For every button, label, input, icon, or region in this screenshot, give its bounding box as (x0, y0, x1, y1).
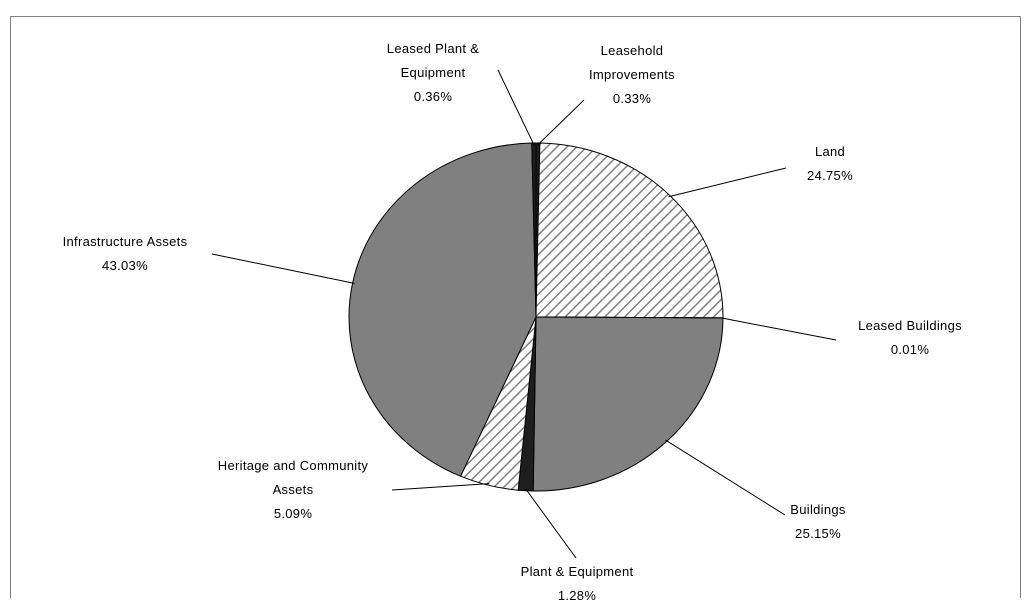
slice-name: Heritage and Community Assets (217, 458, 369, 497)
slice-value: 0.36% (413, 89, 453, 104)
slice-value: 25.15% (795, 526, 841, 541)
slice-name: Infrastructure Assets (62, 234, 188, 249)
leader-line (391, 483, 490, 491)
slice-value: 1.28% (557, 588, 597, 603)
slice-label: Heritage and Community Assets 5.09% (198, 454, 388, 526)
slice-label: Land 24.75% (770, 140, 890, 188)
slice-name: Land (814, 144, 846, 159)
leader-line (211, 253, 355, 284)
leader-line (537, 99, 585, 146)
slice-name: Leasehold Improvements (589, 43, 675, 82)
slice-value: 24.75% (807, 168, 853, 183)
slice-label: Infrastructure Assets 43.03% (30, 230, 220, 278)
slice-label: Leased Buildings 0.01% (835, 314, 985, 362)
pie-slice (531, 142, 537, 318)
leader-line (668, 167, 787, 198)
slice-label: Leased Plant & Equipment 0.36% (373, 37, 493, 109)
slice-value: 0.33% (612, 91, 652, 106)
leader-line (497, 69, 535, 145)
slice-name: Leased Plant & Equipment (386, 41, 480, 80)
slice-name: Plant & Equipment (520, 564, 634, 579)
slice-value: 5.09% (273, 506, 313, 521)
slice-label: Buildings 25.15% (758, 498, 878, 546)
leader-line (721, 317, 837, 341)
leader-line (525, 488, 577, 559)
chart-frame (10, 16, 1021, 598)
leader-line (665, 439, 786, 516)
slice-name: Leased Buildings (858, 318, 962, 333)
slice-label: Leasehold Improvements 0.33% (572, 39, 692, 111)
slice-value: 0.01% (890, 342, 930, 357)
pie-slice (535, 142, 724, 319)
slice-label: Plant & Equipment 1.28% (492, 560, 662, 608)
slice-name: Buildings (790, 502, 846, 517)
slice-value: 43.03% (102, 258, 148, 273)
pie-slice (532, 316, 724, 492)
